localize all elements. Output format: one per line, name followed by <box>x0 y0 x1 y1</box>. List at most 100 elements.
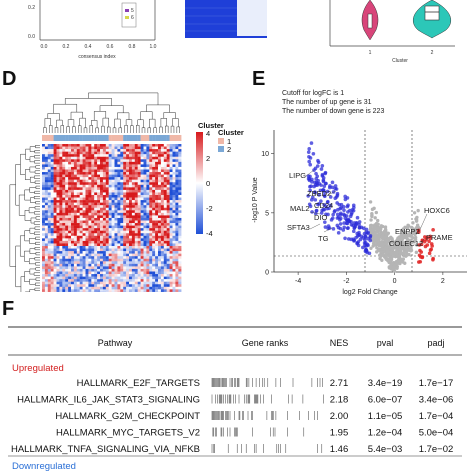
heatmap-cell <box>105 172 109 175</box>
heatmap-cell <box>137 195 141 198</box>
heatmap-cell <box>111 169 115 173</box>
heatmap-cell <box>100 246 104 249</box>
heatmap-cell <box>68 246 72 249</box>
heatmap-cell <box>175 240 179 244</box>
heatmap-cell <box>149 156 153 160</box>
heatmap-cell <box>82 274 86 277</box>
heatmap-cell <box>143 240 147 244</box>
cluster-bar-cell <box>140 135 144 141</box>
heatmap-cell <box>149 274 153 277</box>
heatmap-cell <box>140 200 144 203</box>
heatmap-cell <box>82 233 86 236</box>
heatmap-cell <box>172 200 176 203</box>
heatmap-cell <box>50 195 54 198</box>
heatmap-cell <box>73 151 77 155</box>
heatmap-cell <box>175 215 179 219</box>
heatmap-cell <box>53 276 57 280</box>
heatmap-cell <box>129 251 133 254</box>
point-down <box>320 208 324 213</box>
heatmap-cell <box>73 149 77 152</box>
heatmap-cell <box>149 159 153 163</box>
heatmap-cell <box>166 281 170 285</box>
heatmap-cell <box>42 266 46 270</box>
heatmap-cell <box>143 189 147 193</box>
heatmap-cell <box>126 207 130 211</box>
heatmap-cell <box>155 281 159 285</box>
heatmap-cell <box>68 230 72 234</box>
xtick-label: 1 <box>369 50 372 56</box>
heatmap-cell <box>82 238 86 242</box>
heatmap-cell <box>91 207 95 211</box>
heatmap-cell <box>146 279 150 282</box>
point-ns <box>404 250 409 254</box>
heatmap-cell <box>172 202 176 206</box>
heatmap-cell <box>120 233 124 236</box>
heatmap-cell <box>88 243 92 247</box>
heatmap-cell <box>100 200 104 203</box>
heatmap-cell <box>120 258 124 262</box>
heatmap-cell <box>114 189 118 193</box>
point-down <box>335 223 340 228</box>
heatmap-cell <box>129 235 133 239</box>
heatmap-cell <box>97 144 101 147</box>
heatmap-cell <box>111 187 115 191</box>
heatmap-cell <box>65 172 69 175</box>
heatmap-cell <box>134 154 138 157</box>
heatmap-cell <box>117 172 121 175</box>
heatmap-cell <box>102 246 106 249</box>
heatmap-cell <box>152 217 156 221</box>
heatmap-cell <box>123 207 127 211</box>
heatmap-cell <box>68 276 72 280</box>
heatmap-cell <box>134 197 138 201</box>
heatmap-cell <box>129 149 133 152</box>
point-down <box>314 171 318 176</box>
heatmap-cell <box>149 200 153 203</box>
point-ns <box>368 200 373 204</box>
colorbar-tick: 0 <box>206 179 210 188</box>
legend-swatch-2 <box>218 146 224 152</box>
heatmap-cell <box>105 289 109 292</box>
heatmap-cell <box>102 240 106 244</box>
heatmap-cell <box>134 261 138 265</box>
heatmap-cell <box>68 174 72 178</box>
heatmap-cell <box>158 195 162 198</box>
heatmap-cell <box>140 210 144 214</box>
heatmap-cell <box>155 187 159 191</box>
heatmap-cell <box>120 225 124 229</box>
heatmap-cell <box>123 253 127 257</box>
heatmap-cell <box>94 284 98 287</box>
heatmap-cell <box>137 243 141 247</box>
heatmap-cell <box>131 177 135 180</box>
heatmap-cell <box>166 146 170 150</box>
heatmap-cell <box>59 286 63 290</box>
heatmap-cell <box>59 281 63 285</box>
point-up <box>425 243 430 247</box>
point-down <box>333 196 338 201</box>
heatmap-cell <box>44 251 48 254</box>
heatmap-cell <box>163 286 167 290</box>
point-up <box>431 228 435 232</box>
heatmap-cell <box>146 187 150 191</box>
heatmap-cell <box>175 212 179 216</box>
heatmap-cell <box>97 230 101 234</box>
gene-label: CD24 <box>314 201 333 210</box>
heatmap-cell <box>178 233 182 236</box>
point-down <box>333 186 338 191</box>
heatmap-cell <box>131 238 135 242</box>
heatmap-cell <box>47 248 51 252</box>
heatmap-cell <box>160 286 164 290</box>
heatmap-cell <box>117 225 121 229</box>
heatmap-cell <box>178 284 182 287</box>
heatmap-cell <box>146 189 150 193</box>
heatmap-cell <box>152 220 156 224</box>
heatmap-cell <box>53 246 57 249</box>
heatmap-cell <box>143 286 147 290</box>
heatmap-cell <box>85 144 89 147</box>
heatmap-cell <box>134 210 138 214</box>
heatmap-cell <box>158 289 162 292</box>
heatmap-cell <box>42 200 46 203</box>
heatmap-cell <box>160 200 164 203</box>
heatmap-cell <box>137 207 141 211</box>
heatmap-cell <box>102 189 106 193</box>
heatmap-cell <box>143 146 147 150</box>
